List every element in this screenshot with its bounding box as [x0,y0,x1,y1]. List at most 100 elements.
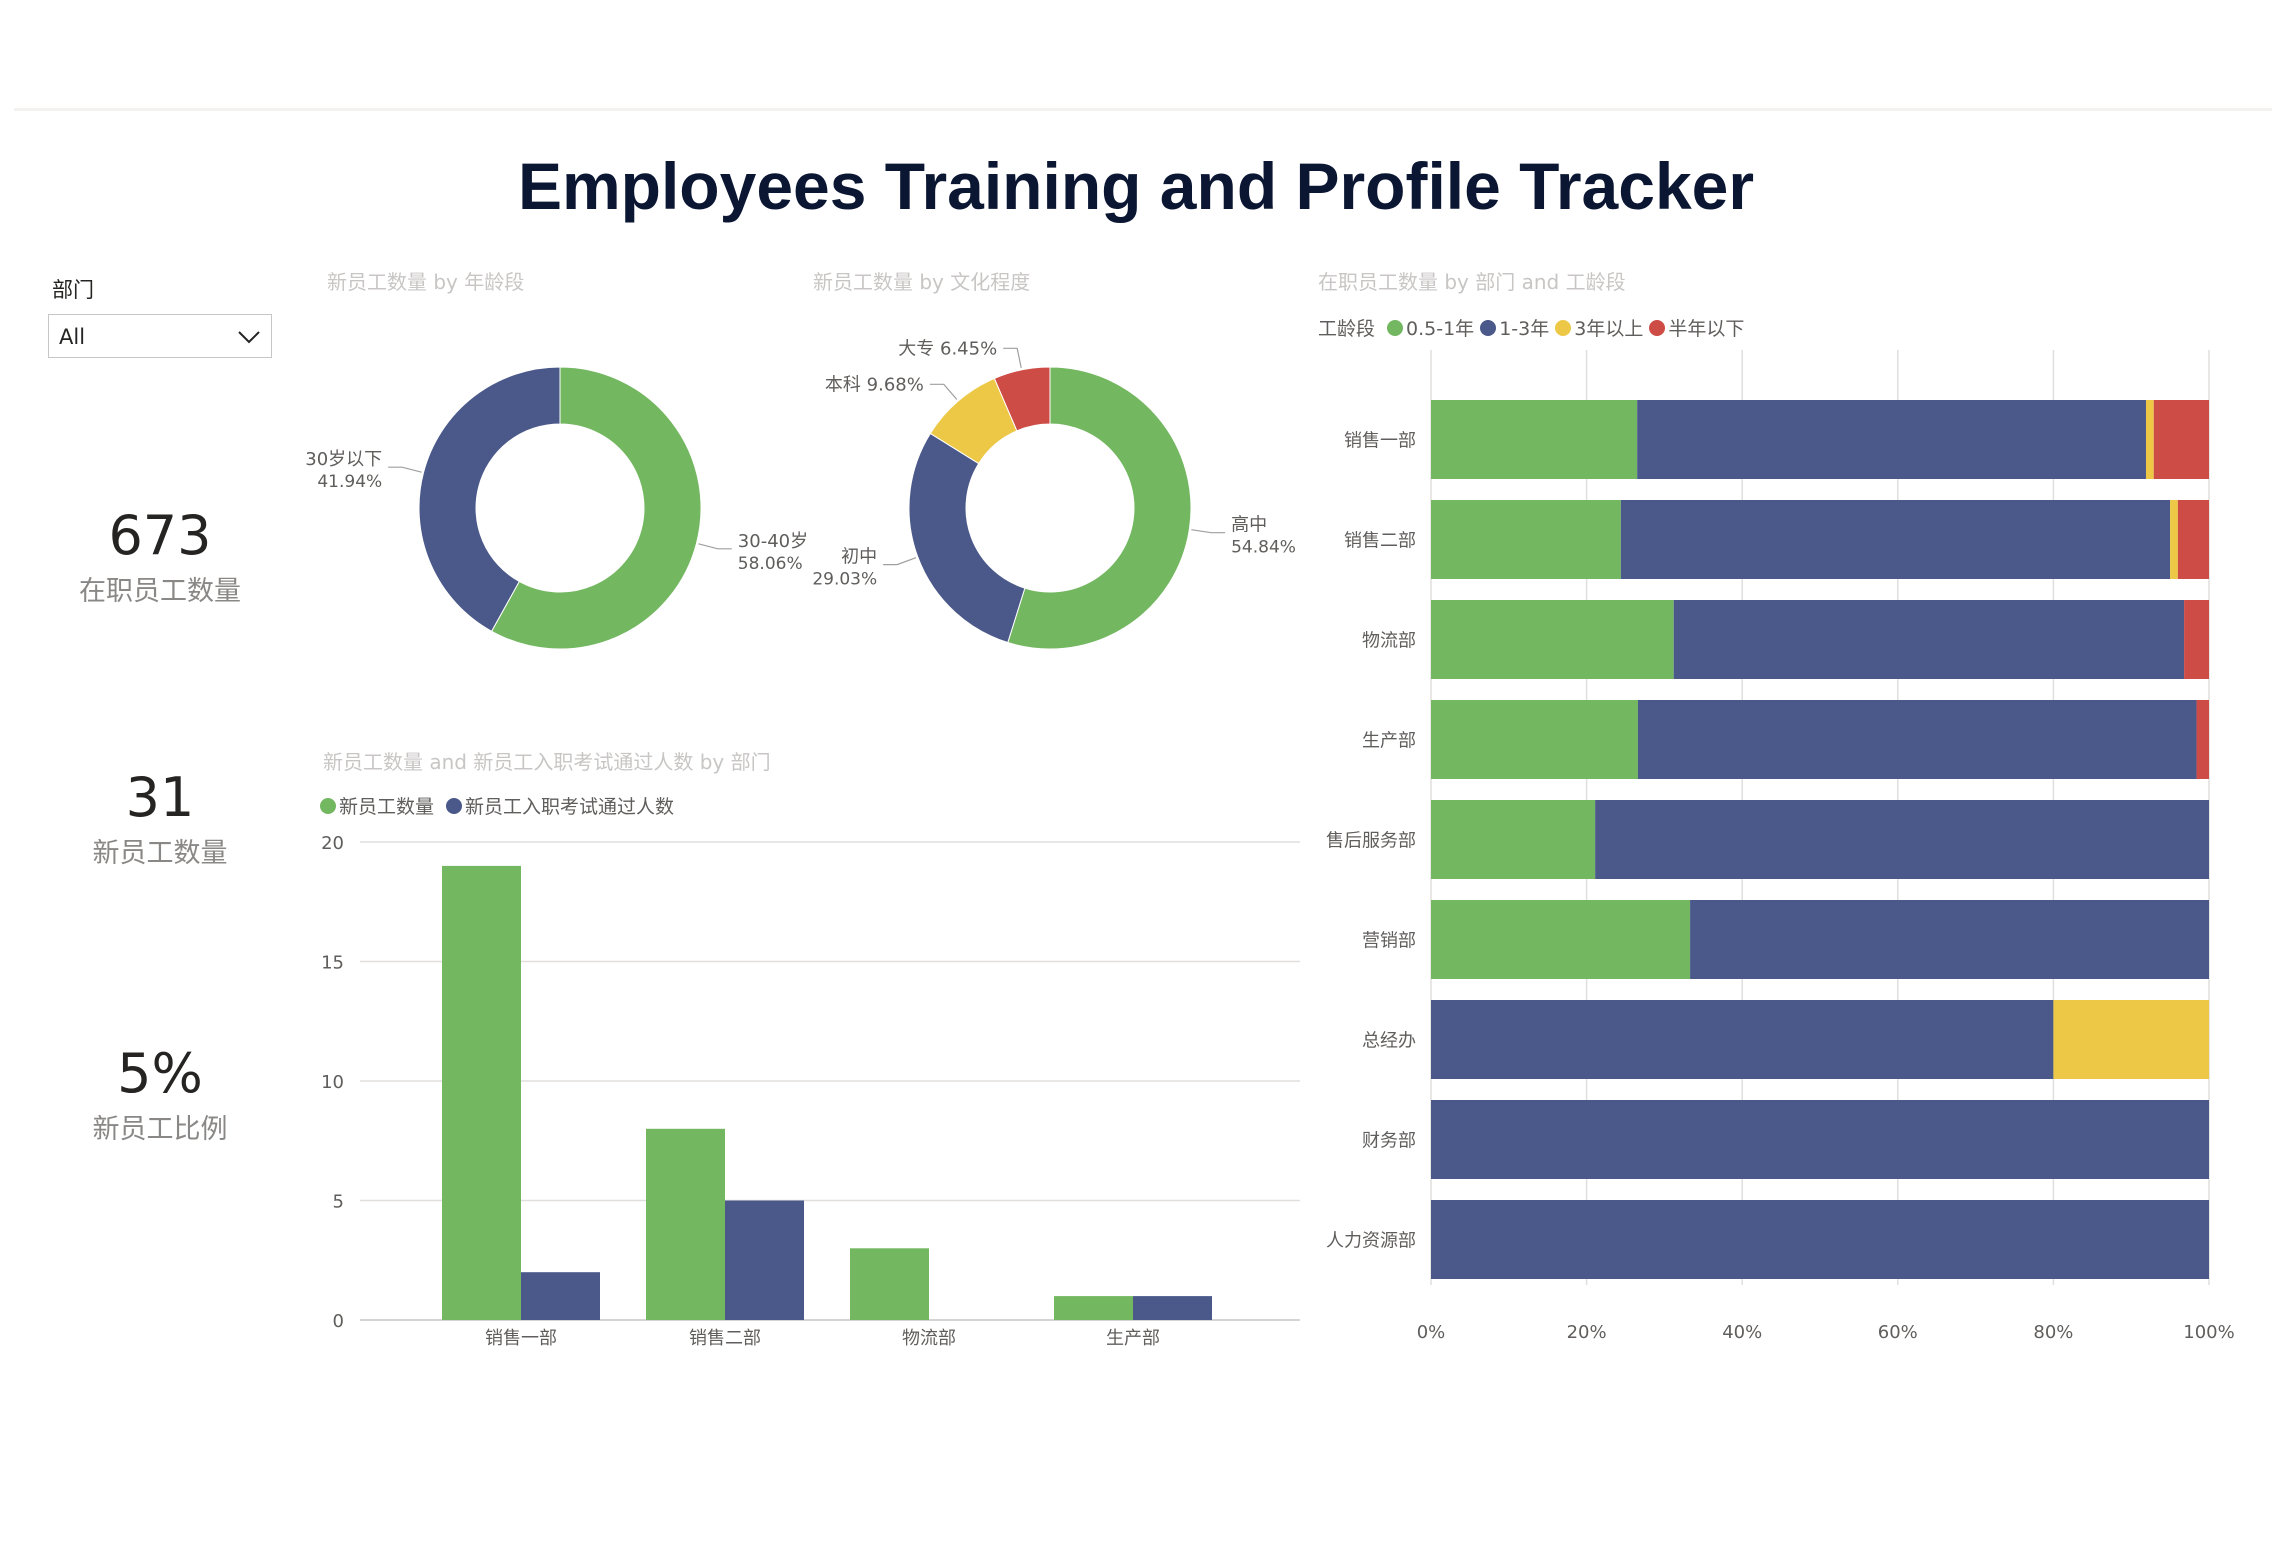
y-tick-label: 售后服务部 [1326,831,1416,852]
donut-slice [490,366,702,650]
kpi-label: 新员工比例 [92,1114,228,1146]
bar-segment [1637,700,2197,779]
bar-segment [2145,400,2154,479]
bar [442,865,521,1320]
y-tick-label: 人力资源部 [1326,1231,1416,1252]
bar [850,1248,929,1320]
stacked-chart-legend: 工龄段 0.5-1年 1-3年 3年以上 半年以下 [1318,314,1744,341]
bar-segment [1620,500,2171,579]
bar-segment [2170,500,2178,579]
department-filter-label: 部门 [52,278,94,302]
donut-data-label: 29.03% [812,570,877,590]
bar-segment [1690,900,2209,979]
bar [1054,1296,1133,1320]
legend-dot [1555,319,1572,336]
legend-dot [1649,319,1666,336]
bar-chart-legend: 新员工数量 新员工入职考试通过人数 [320,792,674,819]
y-tick-label: 0 [333,1311,344,1332]
department-dropdown[interactable]: All [48,314,272,358]
donut-slice [993,366,1051,432]
top-divider [14,108,2272,111]
chevron-down-icon [238,331,260,344]
bar-segment [2196,700,2209,779]
bar [521,1272,600,1320]
x-tick-label: 60% [1878,1322,1918,1343]
y-tick-label: 总经办 [1362,1031,1416,1052]
donut-category-label: 高中 [1231,515,1267,536]
y-tick-label: 10 [321,1072,344,1093]
bar-segment [1431,600,1674,679]
donut-data-label: 58.06% [738,554,803,574]
x-tick-label: 100% [2183,1322,2234,1343]
legend-label: 新员工入职考试通过人数 [465,796,675,818]
x-tick-label: 80% [2033,1322,2073,1343]
age-donut-title: 新员工数量 by 年龄段 [327,270,525,294]
x-tick-label: 0% [1417,1322,1446,1343]
x-tick-label: 20% [1567,1322,1607,1343]
kpi-label: 在职员工数量 [79,576,241,608]
legend-dot [320,797,336,814]
donut-leader-line [388,466,422,473]
y-tick-label: 15 [321,953,344,974]
bar-segment [1637,400,2146,479]
bar-segment [2053,1000,2209,1079]
donut-slice [908,432,1026,644]
bar-segment [1431,900,1691,979]
donut-slice [1007,366,1192,650]
donut-data-label: 大专 6.45% [898,338,997,359]
bar-segment [1431,1100,2209,1179]
donut-leader-line [929,383,958,400]
donut-leader-line [1191,529,1226,534]
bar-segment [2153,400,2209,479]
donut-category-label: 初中 [841,547,877,568]
kpi-card-new-employee-ratio: 5% 新员工比例 [30,1044,290,1146]
legend-dot [1480,319,1497,336]
kpi-value: 31 [125,766,195,829]
donut-category-label: 30-40岁 [738,531,808,552]
y-tick-label: 5 [333,1192,344,1213]
kpi-label: 新员工数量 [92,838,228,870]
page-title: Employees Training and Profile Tracker [517,149,1755,223]
y-tick-label: 20 [321,833,344,854]
legend-dot [1387,319,1404,336]
kpi-value: 673 [108,504,212,567]
bar-segment [2184,600,2209,679]
bar-segment [1431,1000,2054,1079]
department-dropdown-value: All [59,325,86,349]
donut-leader-line [698,543,732,550]
x-tick-label: 40% [1722,1322,1762,1343]
legend-label: 1-3年 [1499,318,1550,340]
bar-segment [1431,1200,2209,1279]
kpi-value: 5% [117,1042,203,1105]
legend-label: 3年以上 [1574,318,1644,340]
bar-segment [1673,600,2185,679]
donut-data-label: 本科 9.68% [825,374,924,395]
x-tick-label: 生产部 [1106,1328,1160,1349]
legend-label: 新员工数量 [339,796,435,818]
donut-leader-line [1003,347,1022,369]
bar-segment [1431,500,1621,579]
donut-slice [418,366,561,632]
stacked-chart-title: 在职员工数量 by 部门 and 工龄段 [1318,270,1626,294]
bar-segment [1431,400,1638,479]
bar [725,1200,804,1320]
y-tick-label: 物流部 [1362,631,1416,652]
donut-leader-line [883,557,917,566]
y-tick-label: 财务部 [1362,1131,1416,1152]
x-tick-label: 销售一部 [485,1328,557,1349]
bar-segment [1595,800,2209,879]
x-tick-label: 销售二部 [689,1328,761,1349]
bar [646,1128,725,1320]
legend-label: 0.5-1年 [1406,318,1475,340]
department-bar-chart: 0 5 10 15 20 销售一部 销售二部 物流部 生产部 [321,833,1300,1349]
donut-data-label: 54.84% [1231,538,1296,558]
education-donut-title: 新员工数量 by 文化程度 [813,270,1031,294]
legend-title: 工龄段 [1318,318,1376,340]
donut-data-label: 41.94% [317,472,382,492]
tenure-stacked-bar-chart: 0% 20% 40% 60% 80% 100% 销售一部销售二部物流部生产部售后服务部营销部… [1326,350,2235,1343]
y-tick-label: 营销部 [1362,931,1416,952]
kpi-card-new-employees: 31 新员工数量 [30,768,290,870]
bar-segment [1431,800,1596,879]
